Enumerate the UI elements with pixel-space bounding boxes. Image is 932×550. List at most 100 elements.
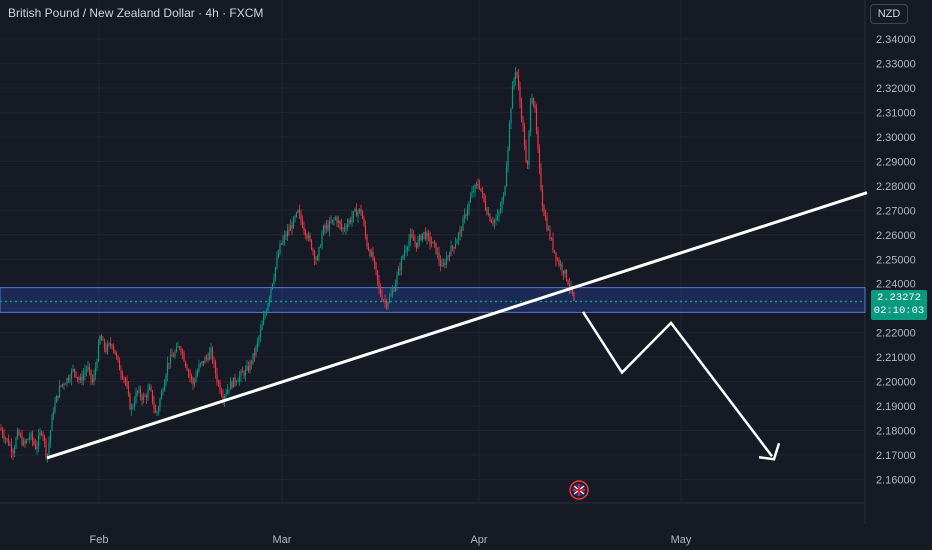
candle-body bbox=[180, 347, 182, 352]
candle-body bbox=[570, 285, 572, 288]
candle-body bbox=[195, 375, 197, 382]
candle-body bbox=[297, 210, 299, 213]
candle-body bbox=[148, 386, 151, 391]
candle-body bbox=[400, 258, 403, 270]
candle-body bbox=[391, 290, 394, 294]
candle-body bbox=[318, 247, 320, 256]
candle-body bbox=[291, 225, 293, 229]
candle-body bbox=[196, 371, 199, 376]
candle-body bbox=[177, 346, 179, 348]
candle-body bbox=[39, 432, 41, 436]
candle-body bbox=[9, 444, 11, 446]
candle-body bbox=[34, 444, 37, 449]
candle-body bbox=[223, 396, 226, 401]
candle-body bbox=[264, 314, 266, 318]
candle-body bbox=[556, 259, 559, 261]
candle-body bbox=[232, 377, 235, 388]
candle-body bbox=[153, 402, 155, 409]
candle-body bbox=[322, 225, 325, 235]
candle-body bbox=[207, 357, 209, 361]
candle-body bbox=[235, 382, 238, 383]
candle-body bbox=[480, 188, 482, 191]
plot-area bbox=[0, 0, 865, 503]
projection-path[interactable] bbox=[581, 311, 773, 458]
candle-body bbox=[106, 344, 109, 353]
candle-body bbox=[385, 301, 388, 307]
currency-button[interactable]: NZD bbox=[870, 4, 908, 24]
candle-body bbox=[478, 185, 481, 189]
candle-body bbox=[228, 389, 230, 391]
time-tick-label: May bbox=[671, 534, 692, 546]
candle-body bbox=[102, 339, 104, 341]
price-tick-label: 2.29000 bbox=[876, 156, 916, 168]
candle-body bbox=[402, 255, 404, 259]
candle-body bbox=[30, 433, 32, 438]
candle-body bbox=[303, 227, 305, 231]
candle-body bbox=[127, 386, 130, 394]
candle-body bbox=[18, 430, 20, 435]
price-tick-label: 2.34000 bbox=[876, 34, 916, 46]
candle-body bbox=[268, 297, 271, 304]
candle-body bbox=[123, 378, 125, 379]
price-tick-label: 2.31000 bbox=[876, 107, 916, 119]
candle-body bbox=[328, 221, 331, 230]
candle-body bbox=[151, 390, 154, 403]
candle-body bbox=[549, 229, 551, 239]
candle-body bbox=[513, 79, 515, 86]
candle-body bbox=[88, 367, 91, 370]
candle-body bbox=[129, 393, 131, 410]
candle-body bbox=[355, 208, 358, 217]
candle-body bbox=[550, 238, 553, 240]
candle-body bbox=[69, 379, 71, 381]
candle-body bbox=[364, 225, 367, 236]
trendline[interactable] bbox=[46, 191, 868, 460]
candle-body bbox=[132, 406, 134, 408]
candle-body bbox=[159, 398, 161, 408]
candle-body bbox=[439, 260, 442, 267]
candle-body bbox=[544, 215, 547, 218]
candle-body bbox=[481, 190, 484, 194]
candle-body bbox=[13, 447, 16, 454]
candle-body bbox=[471, 191, 473, 198]
candle-body bbox=[543, 206, 545, 216]
candle-body bbox=[520, 102, 523, 120]
candle-body bbox=[397, 268, 400, 276]
candle-body bbox=[504, 186, 506, 196]
candle-body bbox=[91, 378, 94, 383]
candle-body bbox=[466, 210, 469, 216]
candle-body bbox=[63, 383, 65, 385]
candle-body bbox=[414, 240, 416, 243]
candle-body bbox=[241, 371, 244, 373]
candle-body bbox=[376, 270, 379, 280]
candle-body bbox=[381, 295, 383, 301]
candle-body bbox=[150, 386, 152, 391]
support-zone[interactable] bbox=[0, 287, 866, 313]
candle-body bbox=[360, 208, 362, 213]
candle-body bbox=[213, 361, 215, 363]
candle-body bbox=[178, 346, 181, 348]
candle-body bbox=[21, 435, 23, 445]
candle-body bbox=[538, 149, 541, 168]
candle-body bbox=[270, 288, 272, 298]
candle-body bbox=[321, 234, 323, 247]
candle-body bbox=[532, 98, 535, 106]
candle-body bbox=[465, 214, 467, 216]
candle-body bbox=[133, 402, 136, 407]
candle-body bbox=[66, 378, 68, 384]
candle-body bbox=[51, 415, 53, 431]
candle-body bbox=[526, 162, 529, 165]
candle-body bbox=[523, 125, 526, 146]
candle-body bbox=[294, 216, 296, 218]
candle-body bbox=[462, 218, 464, 231]
candle-body bbox=[475, 184, 478, 185]
candle-body bbox=[418, 235, 421, 241]
candle-body bbox=[214, 362, 217, 374]
candle-body bbox=[445, 257, 448, 265]
candle-body bbox=[262, 317, 265, 325]
candle-body bbox=[168, 363, 170, 364]
price-tick-label: 2.19000 bbox=[876, 401, 916, 413]
candle-body bbox=[247, 366, 250, 371]
candle-body bbox=[217, 381, 220, 383]
candle-body bbox=[84, 371, 86, 375]
